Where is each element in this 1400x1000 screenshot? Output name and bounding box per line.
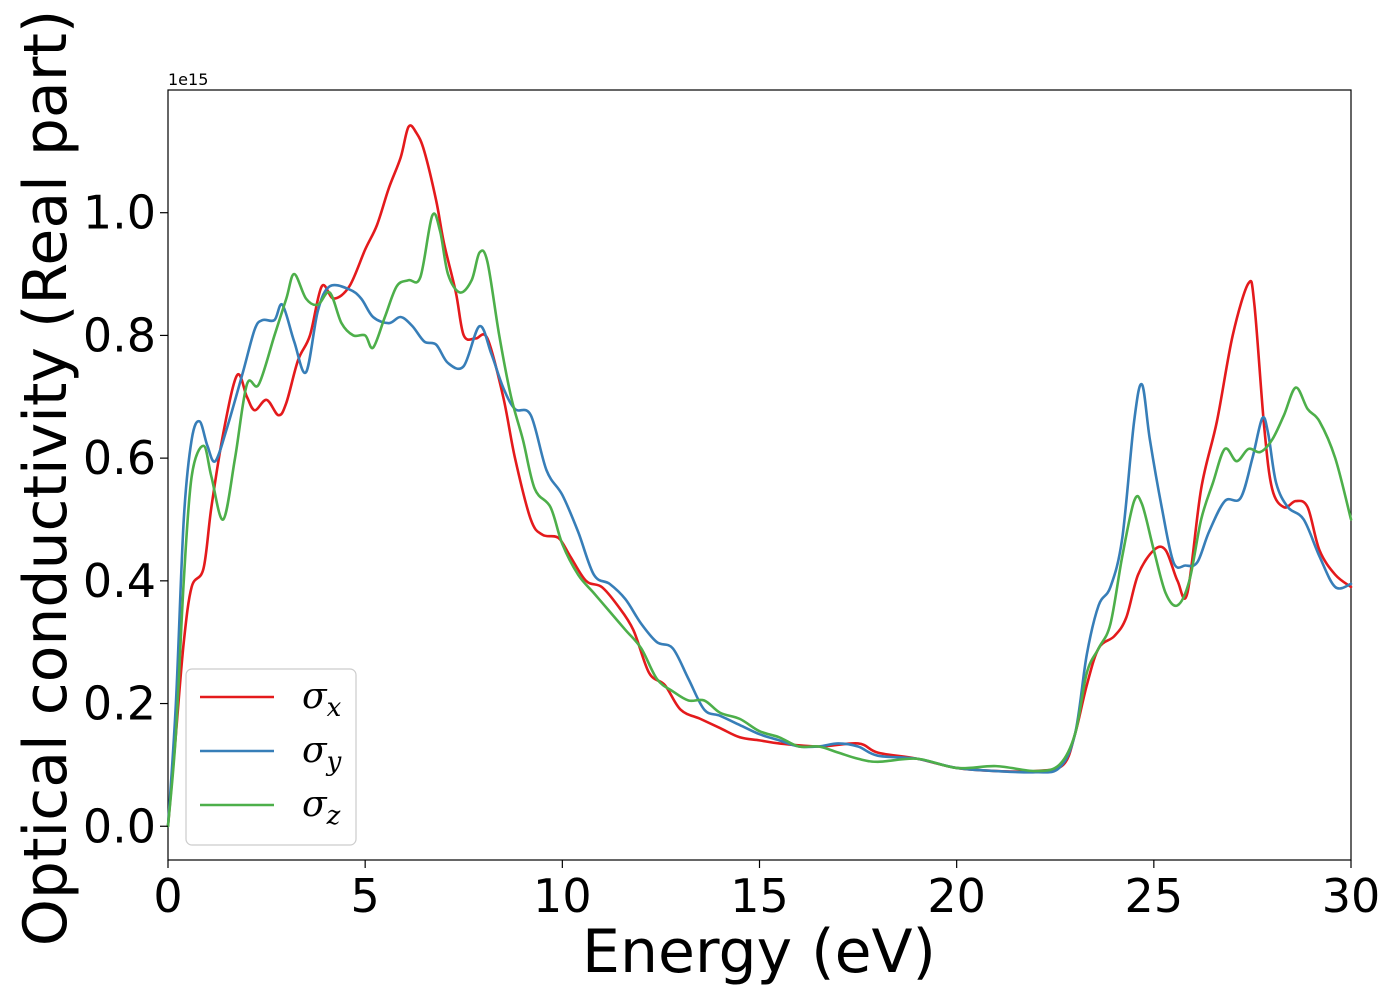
legend-subscript: z [326, 801, 341, 831]
x-tick-label: 25 [1125, 869, 1184, 923]
series-layer [166, 124, 1353, 828]
y-tick-label: 0.4 [83, 554, 156, 608]
legend-symbol: σ [302, 676, 328, 717]
y-offset-label: 1e15 [168, 70, 208, 89]
x-tick-label: 10 [533, 869, 592, 923]
legend-subscript: y [326, 747, 342, 777]
x-axis: 0 5 10 15 20 25 30 [153, 860, 1380, 923]
legend-label-z: σz [302, 784, 341, 831]
x-tick-label: 5 [351, 869, 380, 923]
x-tick-label: 20 [927, 869, 986, 923]
legend-label-y: σy [302, 730, 342, 777]
y-tick-label: 0.6 [83, 431, 156, 485]
y-axis-title: Optical conductivity (Real part) [11, 10, 81, 947]
legend-symbol: σ [302, 784, 328, 825]
y-tick-label: 0.8 [83, 308, 156, 362]
y-tick-label: 0.0 [83, 799, 156, 853]
y-tick-label: 1.0 [83, 186, 156, 240]
x-tick-label: 0 [153, 869, 182, 923]
series-line-z [166, 212, 1353, 828]
x-tick-label: 15 [730, 869, 789, 923]
y-tick-label: 0.2 [83, 677, 156, 731]
legend-symbol: σ [302, 730, 328, 771]
y-axis: 0.0 0.2 0.4 0.6 0.8 1.0 [83, 186, 168, 853]
series-line-y [166, 283, 1353, 828]
x-tick-label: 30 [1322, 869, 1381, 923]
x-axis-title: Energy (eV) [582, 917, 936, 987]
legend-box [185, 668, 357, 846]
legend-label-x: σx [302, 676, 342, 723]
legend-subscript: x [327, 693, 342, 723]
